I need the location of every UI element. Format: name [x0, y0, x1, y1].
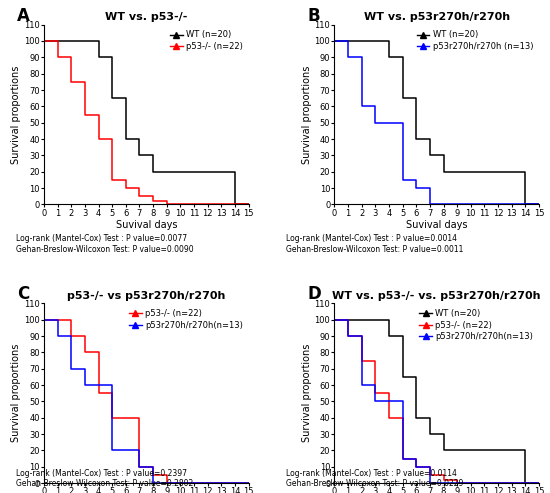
- Text: A: A: [18, 7, 30, 25]
- Text: C: C: [18, 285, 30, 303]
- Title: WT vs. p53-/- vs. p53r270h/r270h: WT vs. p53-/- vs. p53r270h/r270h: [333, 291, 541, 301]
- Y-axis label: Survival proportions: Survival proportions: [12, 344, 21, 442]
- Y-axis label: Survival proportions: Survival proportions: [302, 66, 312, 164]
- Legend: WT (n=20), p53r270h/r270h (n=13): WT (n=20), p53r270h/r270h (n=13): [415, 29, 535, 53]
- Legend: p53-/- (n=22), p53r270h/r270h(n=13): p53-/- (n=22), p53r270h/r270h(n=13): [128, 308, 244, 331]
- Legend: WT (n=20), p53-/- (n=22): WT (n=20), p53-/- (n=22): [168, 29, 244, 53]
- Title: WT vs. p53-/-: WT vs. p53-/-: [105, 12, 188, 23]
- Text: D: D: [308, 285, 322, 303]
- X-axis label: Suvival days: Suvival days: [406, 220, 468, 230]
- Text: Log-rank (Mantel-Cox) Test : P value=0.0014
Gehan-Breslow-Wilcoxon Test: P value: Log-rank (Mantel-Cox) Test : P value=0.0…: [286, 235, 463, 254]
- Y-axis label: Survival proportions: Survival proportions: [302, 344, 312, 442]
- Text: Log-rank (Mantel-Cox) Test : P value=0.0077
Gehan-Breslow-Wilcoxon Test: P value: Log-rank (Mantel-Cox) Test : P value=0.0…: [16, 235, 194, 254]
- Text: B: B: [308, 7, 321, 25]
- Text: Log-rank (Mantel-Cox) Test : P value=0.2397
Gehan-Breslow-Wilcoxon Test: P value: Log-rank (Mantel-Cox) Test : P value=0.2…: [16, 469, 194, 488]
- Legend: WT (n=20), p53-/- (n=22), p53r270h/r270h(n=13): WT (n=20), p53-/- (n=22), p53r270h/r270h…: [418, 308, 535, 343]
- Y-axis label: Survival proportions: Survival proportions: [12, 66, 21, 164]
- Text: Log-rank (Mantel-Cox) Test : P value=0.0114
Gehan-Breslow-Wilcoxon Test: P value: Log-rank (Mantel-Cox) Test : P value=0.0…: [286, 469, 463, 488]
- Title: WT vs. p53r270h/r270h: WT vs. p53r270h/r270h: [364, 12, 510, 23]
- X-axis label: Suvival days: Suvival days: [116, 220, 177, 230]
- Title: p53-/- vs p53r270h/r270h: p53-/- vs p53r270h/r270h: [67, 291, 225, 301]
